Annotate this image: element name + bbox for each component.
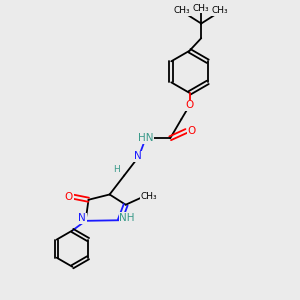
Text: HN: HN — [138, 133, 153, 143]
Text: O: O — [188, 126, 196, 136]
Text: O: O — [64, 192, 73, 202]
Text: N: N — [78, 214, 86, 224]
Text: O: O — [185, 100, 194, 110]
Text: NH: NH — [119, 213, 135, 223]
Text: CH₃: CH₃ — [212, 6, 229, 15]
Text: CH₃: CH₃ — [193, 4, 209, 13]
Text: H: H — [113, 165, 119, 174]
Text: CH₃: CH₃ — [174, 6, 190, 15]
Text: N: N — [134, 152, 141, 161]
Text: CH₃: CH₃ — [140, 192, 157, 201]
